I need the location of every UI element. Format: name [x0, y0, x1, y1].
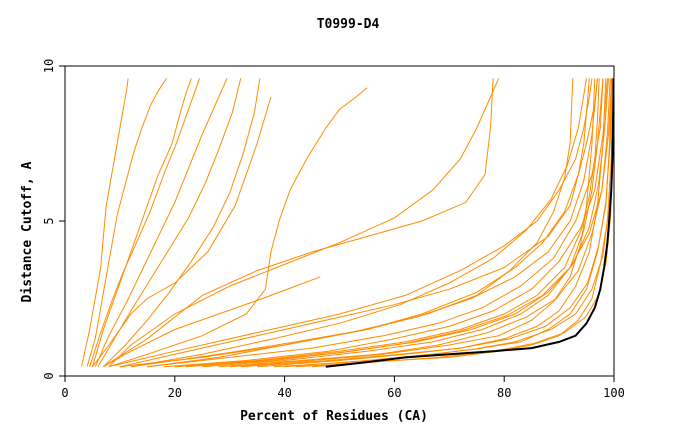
model-series-line-8 — [92, 96, 272, 368]
model-series-line-31 — [130, 78, 587, 368]
model-series-line-26 — [218, 78, 611, 368]
best-model-line — [325, 78, 615, 368]
model-series-line-11 — [108, 78, 500, 368]
model-series-line-4 — [89, 78, 200, 367]
model-series-line-24 — [163, 78, 608, 368]
model-series-line-23 — [312, 78, 614, 368]
model-series-line-9 — [103, 276, 321, 368]
model-series-line-22 — [284, 78, 612, 368]
x-tick-label-80: 80 — [497, 386, 511, 400]
model-series-line-28 — [273, 78, 614, 368]
model-series-line-20 — [229, 78, 596, 368]
model-series-line-27 — [240, 78, 613, 368]
model-lines — [81, 78, 615, 368]
model-series-line-25 — [185, 78, 609, 368]
x-tick-label-20: 20 — [168, 386, 182, 400]
x-tick-label-60: 60 — [387, 386, 401, 400]
model-series-line-19 — [202, 78, 604, 368]
model-series-line-17 — [130, 78, 574, 368]
x-axis-label: Percent of Residues (CA) — [240, 409, 428, 424]
chart-title: T0999-D4 — [317, 17, 380, 32]
model-series-line-12 — [103, 78, 494, 368]
model-series-line-10 — [108, 87, 368, 368]
y-axis-ticks: 0 5 10 — [42, 59, 65, 380]
x-tick-label-40: 40 — [277, 386, 291, 400]
y-tick-label-0: 0 — [42, 372, 56, 379]
y-tick-label-10: 10 — [42, 59, 56, 73]
y-tick-label-5: 5 — [42, 217, 56, 224]
x-axis-ticks: 0 20 40 60 80 100 — [61, 376, 625, 400]
model-series-line-1 — [81, 78, 129, 367]
plot-area — [64, 65, 615, 377]
model-series-line-29 — [295, 78, 615, 368]
x-tick-label-0: 0 — [61, 386, 68, 400]
model-series-line-7 — [103, 78, 261, 368]
model-series-line-30 — [147, 78, 598, 368]
x-tick-label-100: 100 — [603, 386, 625, 400]
best-line — [325, 78, 615, 368]
y-axis-label: Distance Cutoff, A — [20, 161, 35, 302]
model-series-line-6 — [97, 78, 242, 367]
model-series-line-5 — [94, 78, 228, 367]
model-series-line-3 — [92, 78, 192, 367]
model-series-line-2 — [86, 78, 168, 367]
model-series-line-32 — [174, 78, 613, 368]
model-series-line-13 — [119, 78, 590, 368]
model-series-line-21 — [257, 78, 607, 368]
model-series-line-18 — [174, 78, 600, 368]
model-series-line-14 — [108, 78, 593, 368]
